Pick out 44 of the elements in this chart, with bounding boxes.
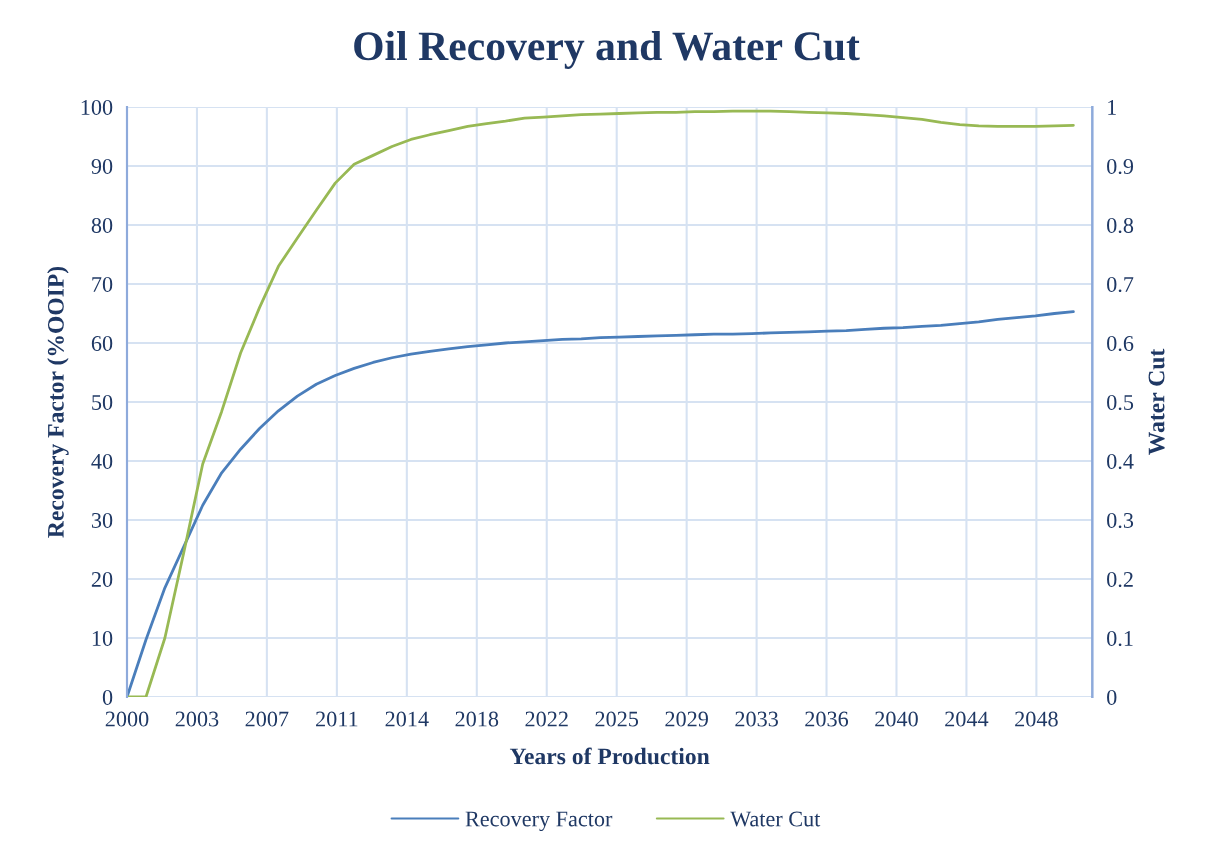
y2-tick-label: 0.3 [1107, 512, 1134, 529]
y2-tick-label: 0.8 [1107, 217, 1134, 234]
y-tick-label: 70 [92, 276, 113, 292]
line-series [127, 109, 1075, 697]
y-tick-label: 50 [92, 394, 113, 410]
y2-tick-label: 0 [1107, 689, 1117, 705]
x-tick-label: 2040 [875, 711, 918, 727]
y2-tick-label: 0.1 [1107, 630, 1133, 647]
y2-tick-label: 0.2 [1107, 571, 1133, 588]
y-tick-label: 60 [91, 335, 113, 351]
y-tick-label: 30 [91, 512, 113, 528]
x-tick-label: 2011 [316, 711, 358, 727]
x-tick-label: 2029 [665, 711, 708, 727]
y-tick-label: 10 [92, 630, 113, 646]
x-tick-label: 2003 [175, 711, 219, 727]
x-tick-label: 2000 [105, 711, 149, 727]
y2-tick-label: 0.5 [1107, 394, 1134, 411]
y2-axis-title: Water Cut [1148, 348, 1165, 455]
x-tick-label: 2007 [245, 711, 289, 727]
y-tick-label: 90 [91, 158, 113, 174]
x-tick-label: 2044 [945, 711, 989, 727]
legend-label: Water Cut [730, 811, 821, 827]
x-tick-label: 2036 [805, 711, 849, 727]
x-tick-label: 2022 [525, 711, 568, 727]
y-tick-label: 100 [81, 99, 113, 115]
x-tick-label: 2033 [735, 711, 778, 727]
y2-tick-label: 0.4 [1107, 453, 1134, 470]
chart-title: Oil Recovery and Water Cut [354, 31, 860, 69]
x-axis-title: Years of Production [509, 747, 710, 765]
y-tick-label: 40 [91, 453, 113, 469]
y-tick-label: 80 [91, 217, 113, 233]
line-series [127, 310, 1075, 697]
y2-tick-label: 0.9 [1107, 158, 1134, 175]
x-tick-label: 2014 [385, 711, 429, 727]
x-tick-label: 2048 [1015, 711, 1058, 727]
y-tick-label: 20 [91, 571, 113, 587]
y2-tick-label: 0.7 [1107, 276, 1134, 293]
y-tick-label: 0 [102, 689, 113, 705]
y2-tick-label: 0.6 [1107, 335, 1134, 352]
legend-label: Recovery Factor [465, 811, 613, 832]
y-axis-title: Recovery Factor (%OOIP) [47, 266, 69, 538]
x-tick-label: 2018 [455, 711, 499, 727]
x-tick-label: 2025 [595, 711, 639, 727]
y2-tick-label: 1 [1108, 100, 1116, 115]
